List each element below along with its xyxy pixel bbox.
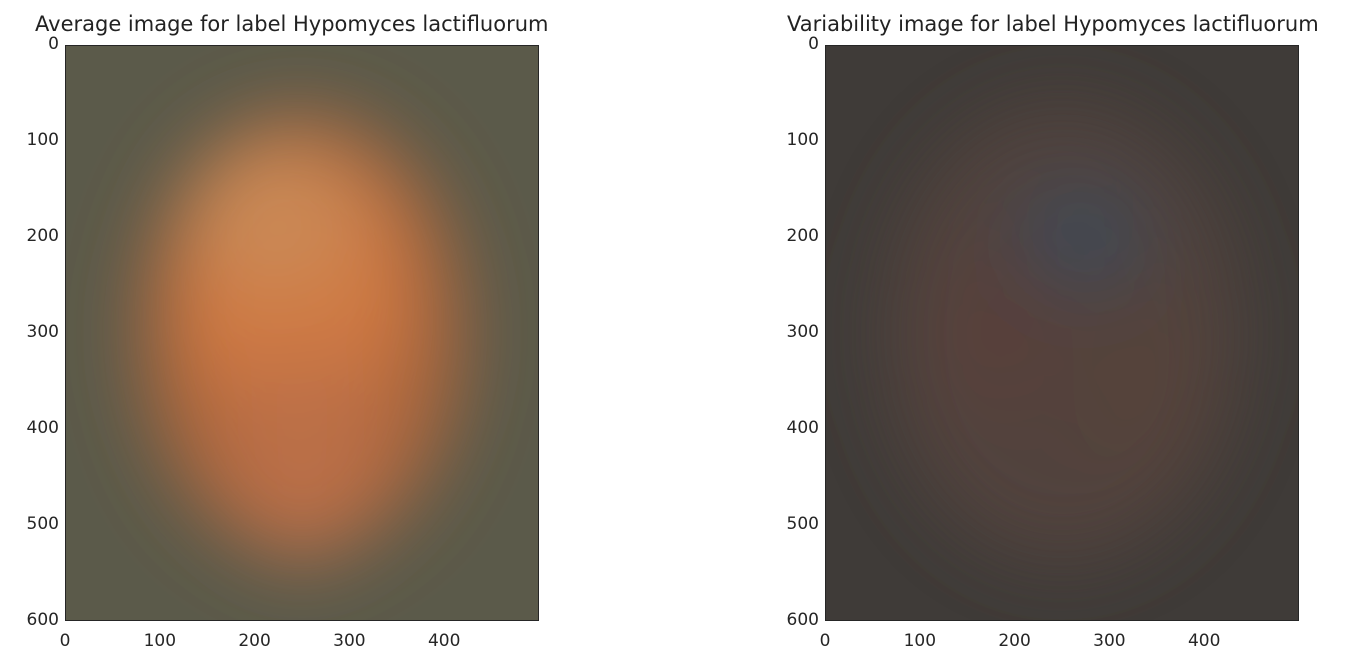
y-tick-label: 100 [786, 130, 819, 150]
x-tick-label: 100 [903, 631, 937, 651]
y-tick-label: 600 [786, 610, 819, 630]
y-tick-label: 400 [786, 418, 819, 438]
y-tick-label: 100 [26, 130, 59, 150]
chart-title-variability: Variability image for label Hypomyces la… [787, 12, 1319, 36]
y-tick-label: 200 [26, 226, 59, 246]
image-region-3 [226, 352, 378, 563]
variability-image-plot [825, 45, 1299, 621]
average-image-svg [66, 46, 538, 620]
y-tick-label: 500 [26, 514, 59, 534]
y-tick-label: 400 [26, 418, 59, 438]
y-tick-label: 200 [786, 226, 819, 246]
average-image-plot [65, 45, 539, 621]
x-tick-label: 0 [819, 631, 831, 651]
x-tick-label: 200 [238, 631, 271, 651]
x-tick-label: 0 [59, 631, 71, 651]
image-region-1 [1014, 179, 1147, 295]
image-region-2 [188, 141, 359, 295]
image-region-3 [1071, 285, 1204, 477]
x-tick-label: 300 [333, 631, 366, 651]
image-region-2 [939, 246, 1053, 420]
x-tick-label: 400 [1187, 631, 1221, 651]
variability-image-svg [826, 46, 1298, 620]
x-tick-label: 400 [427, 631, 461, 651]
y-tick-label: 300 [26, 322, 59, 342]
y-tick-label: 500 [786, 514, 819, 534]
x-tick-label: 200 [998, 631, 1031, 651]
x-tick-label: 100 [143, 631, 177, 651]
y-tick-label: 600 [26, 610, 59, 630]
y-tick-label: 0 [48, 34, 59, 54]
x-tick-label: 300 [1093, 631, 1126, 651]
y-tick-label: 0 [808, 34, 819, 54]
y-tick-label: 300 [786, 322, 819, 342]
chart-title-average: Average image for label Hypomyces lactif… [35, 12, 549, 36]
